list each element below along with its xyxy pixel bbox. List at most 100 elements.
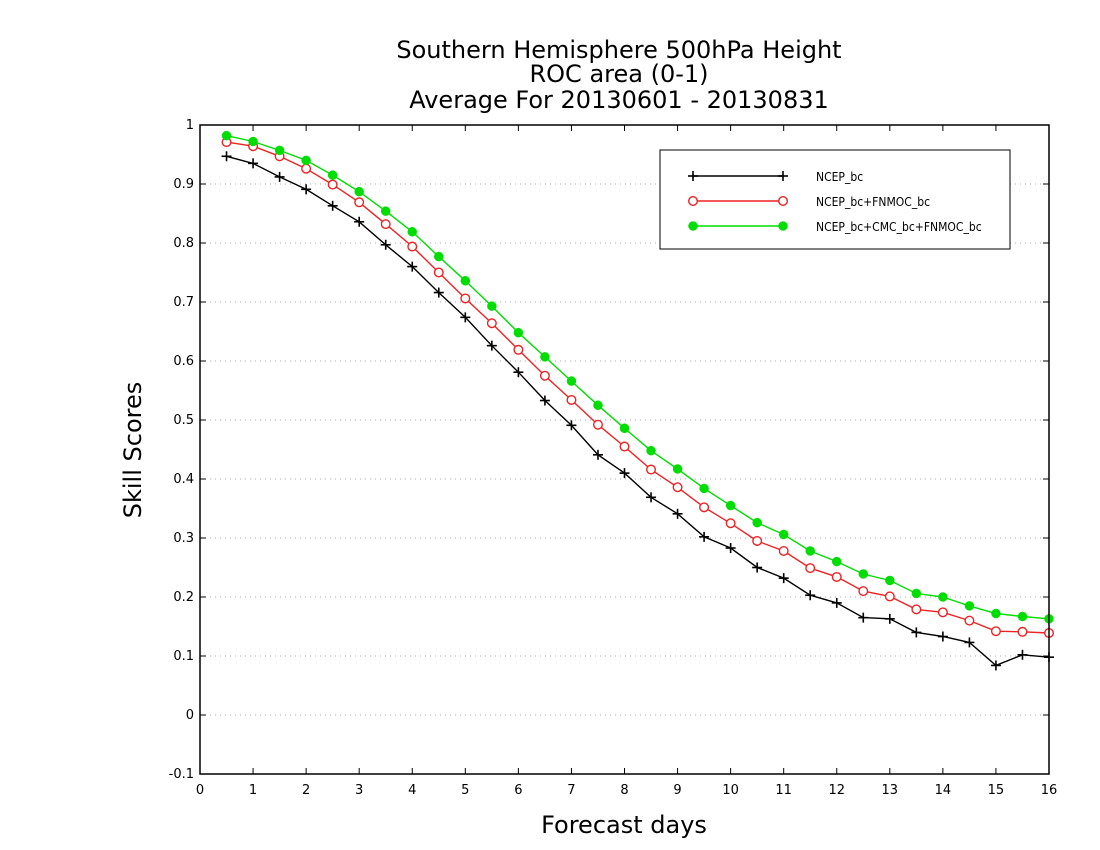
data-point [407,241,418,252]
data-point [301,163,312,174]
y-tick-label: 0 [186,708,194,723]
data-point [858,612,869,623]
data-point [221,151,232,162]
legend-box [659,149,1011,250]
legend-marker [778,195,789,206]
chart-title-line-1: Southern Hemisphere 500hPa Height [396,36,841,64]
data-point [831,571,842,582]
data-point [513,367,524,378]
y-axis-ticks: -0.1 0 0.1 0.2 0.3 0.4 0.5 0.6 0.7 0.8 0.9 1 [169,118,1049,782]
legend-label: NCEP_bc+CMC_bc+FNMOC_bc [816,220,982,234]
x-tick-label: 3 [355,783,363,798]
y-tick-label: 1 [186,118,194,133]
legend-label: NCEP_bc+FNMOC_bc [816,195,930,209]
x-tick-label: 4 [408,783,416,798]
data-point [460,293,471,304]
data-point [354,186,364,197]
data-point [301,155,311,166]
series-line [226,155,1050,667]
x-tick-label: 2 [302,783,310,798]
data-point [858,569,869,579]
data-point [805,546,815,556]
data-point [221,130,232,141]
legend-marker [688,221,698,231]
data-point [752,517,762,528]
y-tick-label: 0.3 [173,531,194,546]
x-tick-label: 16 [1041,783,1058,798]
x-tick-label: 6 [514,783,522,798]
data-point [248,158,259,169]
data-point [593,400,603,410]
legend-marker [688,171,698,181]
data-point [937,631,948,642]
data-point [592,419,603,430]
data-point [566,376,577,386]
x-tick-label: 5 [461,783,469,798]
y-tick-label: 0.2 [173,590,194,605]
data-point [858,586,869,597]
data-point [327,170,338,180]
data-point [990,626,1001,637]
data-point [778,545,789,556]
data-point [539,395,550,406]
data-point [487,301,497,311]
data-point [884,613,895,624]
y-axis-title: Skill Scores [119,382,147,519]
legend-label: NCEP_bc [816,170,863,184]
x-tick-label: 12 [828,783,845,798]
data-point [911,627,922,638]
x-tick-label: 14 [935,783,952,798]
data-point [301,184,312,195]
data-point [672,482,683,493]
data-point [699,531,710,542]
x-tick-label: 11 [775,783,792,798]
data-point [327,179,338,190]
y-tick-label: 0.5 [173,413,194,428]
data-point [805,563,816,574]
data-point [592,449,603,460]
data-point [274,145,285,156]
data-point [672,508,683,519]
data-point [460,276,471,286]
data-point [1017,626,1028,637]
data-point [1017,649,1028,660]
x-tick-label: 8 [620,783,628,798]
data-point [964,615,975,626]
x-tick-label: 7 [567,783,575,798]
x-tick-label: 1 [249,783,257,798]
x-tick-label: 0 [196,783,204,798]
data-point [991,608,1001,619]
data-point [725,518,736,529]
data-point [964,637,975,648]
series-layer [221,130,1054,671]
y-tick-label: 0.1 [173,649,194,664]
data-point [354,216,365,227]
legend-marker [778,221,788,231]
data-point [778,529,789,540]
data-point [1017,611,1028,622]
plot-frame [199,124,1050,775]
data-point [619,468,630,479]
chart-title-line-3: Average For 20130601 - 20130831 [409,86,829,114]
legend: NCEP_bc NCEP_bc+FNMOC_bc NCEP_bc+CMC_bc+FN… [659,149,1011,250]
data-point [646,492,657,503]
data-point [725,543,736,554]
data-point [752,562,763,573]
data-point [646,464,657,475]
data-point [380,219,391,230]
data-point [486,340,497,351]
data-point [619,423,630,434]
data-point [911,604,922,615]
data-point [566,394,577,405]
x-tick-label: 15 [988,783,1005,798]
y-tick-label: 0.7 [173,295,194,310]
series-2 [221,137,1054,638]
data-point [831,597,842,608]
data-point [354,197,365,208]
data-point [646,445,656,456]
y-tick-label: 0.8 [173,236,194,251]
data-point [885,575,895,586]
data-point [937,607,948,618]
x-tick-label: 13 [882,783,899,798]
